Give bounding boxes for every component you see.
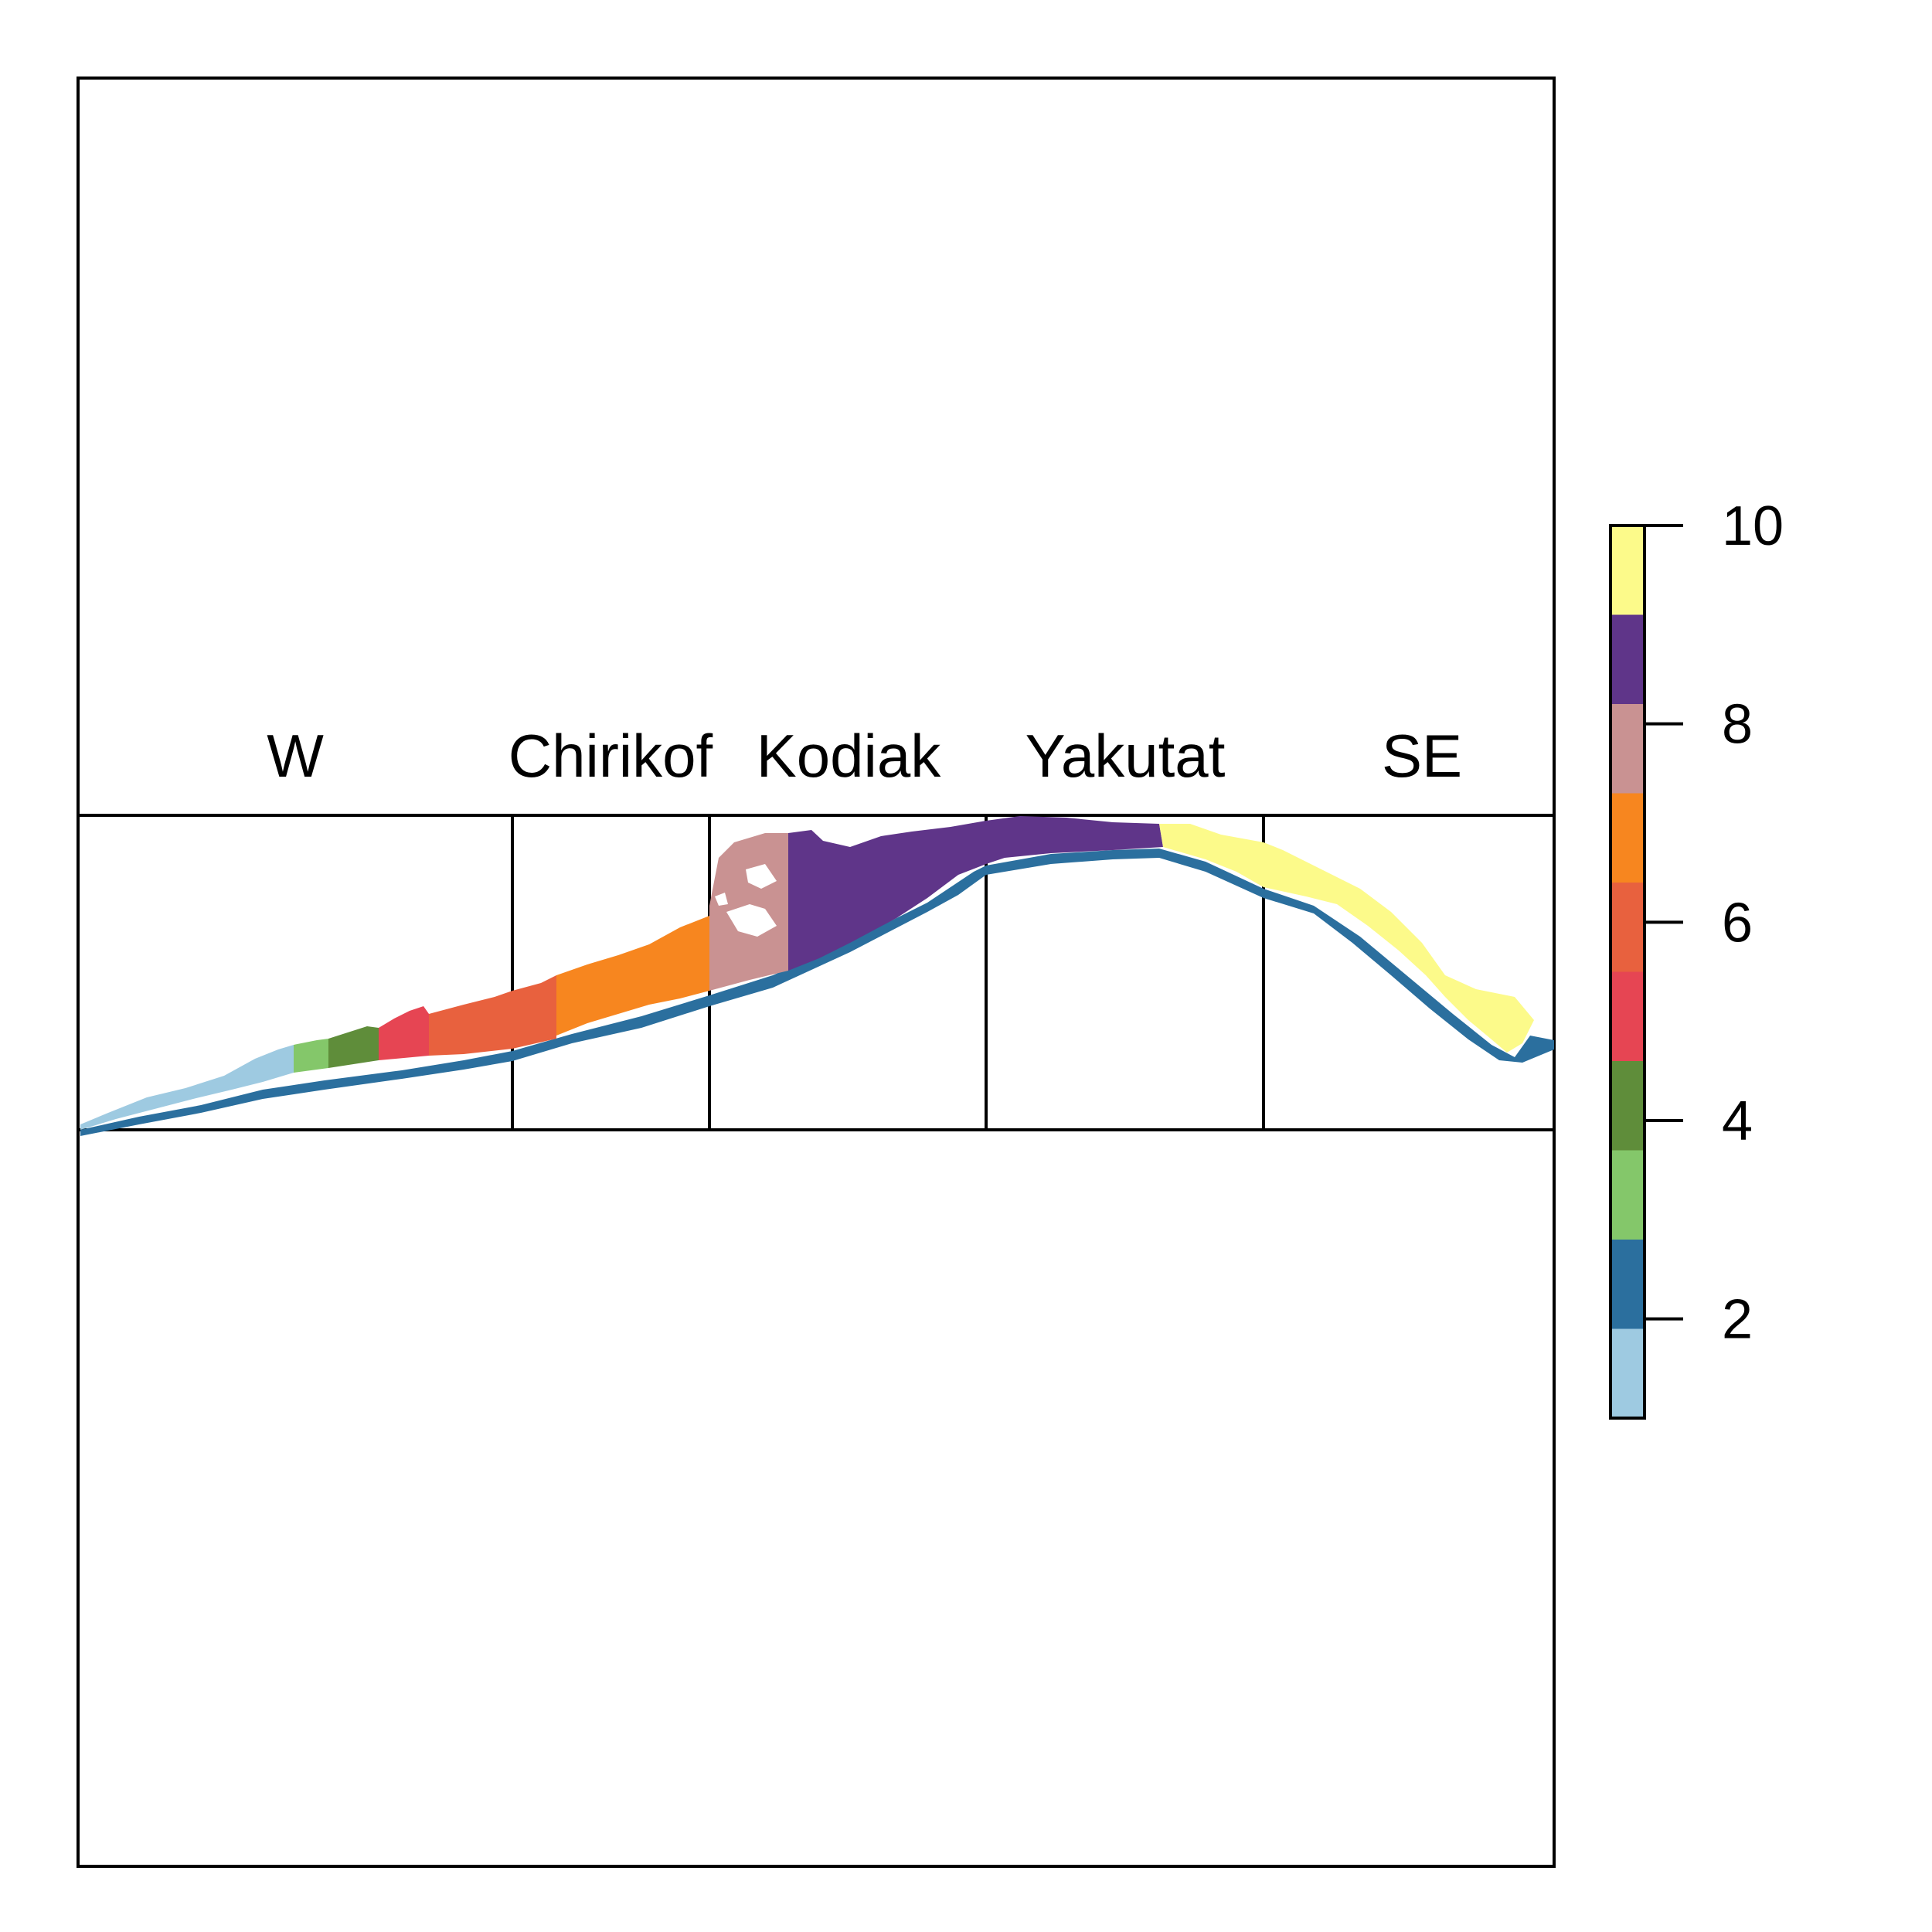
legend-tick-label-2: 2 — [1722, 1289, 1753, 1351]
legend-swatch-7 — [1611, 793, 1645, 883]
stratum-class-4 — [328, 1026, 379, 1068]
shelf-strata — [80, 816, 1554, 1136]
region-label-yakutat: Yakutat — [1026, 722, 1226, 790]
region-label-w: W — [267, 722, 324, 790]
stratum-class-2-deep-edge — [80, 849, 1554, 1136]
map-frame — [77, 77, 1556, 1868]
legend-swatch-10 — [1611, 526, 1645, 615]
legend-frame — [1609, 524, 1646, 1420]
legend-tick-label-8: 8 — [1722, 694, 1753, 756]
legend-swatch-5 — [1611, 971, 1645, 1061]
legend-tick-label-4: 4 — [1722, 1090, 1753, 1152]
legend-tick-label-10: 10 — [1722, 495, 1784, 557]
stratum-class-8-gaps — [715, 864, 777, 937]
region-label-se: SE — [1382, 722, 1462, 790]
stratum-class-9 — [788, 816, 1163, 971]
legend-swatches — [1611, 526, 1645, 1418]
legend-swatch-3 — [1611, 1150, 1645, 1240]
legend-swatch-1 — [1611, 1328, 1645, 1418]
region-label-chirikof: Chirikof — [509, 722, 713, 790]
legend-swatch-2 — [1611, 1240, 1645, 1329]
legend-swatch-6 — [1611, 883, 1645, 972]
stratum-class-1 — [80, 1045, 294, 1130]
stratum-class-10 — [1159, 824, 1534, 1053]
stratum-class-5 — [379, 1006, 429, 1060]
stratum-class-3 — [294, 1039, 328, 1073]
region-label-kodiak: Kodiak — [757, 722, 941, 790]
legend-swatch-8 — [1611, 704, 1645, 794]
legend-ticks: 2 4 6 8 10 — [1645, 495, 1784, 1351]
color-legend: 2 4 6 8 10 — [1609, 495, 1784, 1420]
stratum-class-7 — [556, 916, 709, 1036]
legend-swatch-4 — [1611, 1061, 1645, 1151]
stratum-class-6 — [429, 975, 556, 1056]
legend-swatch-9 — [1611, 614, 1645, 704]
legend-tick-label-6: 6 — [1722, 892, 1753, 954]
